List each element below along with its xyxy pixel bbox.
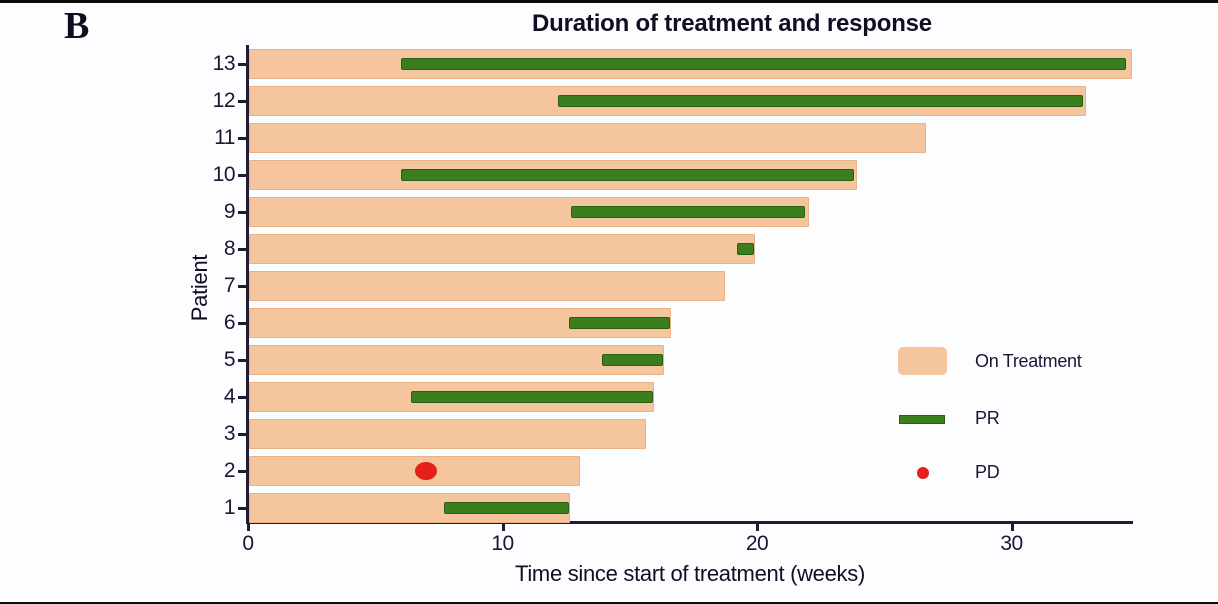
on-treatment-bar — [249, 234, 756, 264]
chart-title: Duration of treatment and response — [532, 10, 932, 37]
on-treatment-bar — [249, 419, 647, 449]
x-axis-title: Time since start of treatment (weeks) — [515, 561, 865, 586]
y-tick — [238, 322, 247, 325]
pr-bar — [736, 243, 755, 255]
y-tick — [238, 470, 247, 473]
x-axis-line — [246, 521, 1133, 524]
pr-bar — [410, 391, 653, 403]
y-tick — [238, 63, 247, 66]
y-tick — [238, 100, 247, 103]
y-tick-label: 6 — [223, 311, 236, 334]
bottom-border-line — [0, 602, 1218, 604]
legend-label-pd: PD — [975, 462, 1000, 482]
pr-bar — [568, 317, 671, 329]
y-tick-label: 7 — [223, 274, 236, 297]
top-border-line — [0, 0, 1218, 3]
legend-label-pr: PR — [975, 408, 1000, 428]
x-tick — [1010, 523, 1014, 531]
y-tick — [238, 359, 247, 362]
on-treatment-bar — [249, 345, 664, 375]
pd-dot-icon — [917, 467, 929, 479]
y-tick — [238, 285, 247, 288]
y-tick — [238, 137, 247, 140]
pr-bar — [601, 354, 663, 366]
y-tick — [238, 433, 247, 436]
x-tick-label: 10 — [491, 532, 514, 555]
x-tick — [247, 523, 250, 531]
pr-bar — [400, 58, 1126, 70]
y-tick-label: 8 — [223, 237, 236, 260]
pd-marker — [415, 462, 438, 480]
pr-bar — [400, 169, 854, 181]
panel-label: B — [64, 5, 90, 47]
y-tick — [238, 174, 247, 177]
on-treatment-bar — [249, 271, 725, 301]
y-tick — [238, 507, 247, 510]
y-axis-title: Patient — [187, 254, 212, 322]
x-tick-label: 20 — [745, 532, 769, 555]
y-tick-label: 11 — [214, 126, 235, 149]
y-tick-label: 12 — [212, 89, 236, 112]
pr-swatch-icon — [899, 415, 945, 424]
pr-bar — [443, 502, 569, 514]
y-tick-label: 9 — [223, 200, 236, 223]
y-tick-label: 1 — [223, 496, 236, 519]
x-tick — [501, 523, 505, 531]
x-tick-label: 30 — [1000, 532, 1023, 555]
on-treatment-swatch-icon — [898, 347, 947, 375]
y-tick-label: 5 — [223, 348, 236, 371]
y-tick-label: 2 — [223, 459, 236, 482]
y-axis-line — [246, 45, 249, 523]
y-tick-label: 10 — [212, 163, 236, 186]
on-treatment-bar — [249, 456, 580, 486]
y-tick — [238, 211, 247, 214]
on-treatment-bar — [249, 123, 926, 153]
y-tick — [238, 396, 247, 399]
y-tick — [238, 248, 247, 251]
y-tick-label: 4 — [223, 385, 236, 408]
x-tick-label: 0 — [242, 532, 254, 555]
y-tick-label: 3 — [223, 422, 236, 445]
pr-bar — [558, 95, 1083, 107]
pr-bar — [571, 206, 806, 218]
legend-label-on-treatment: On Treatment — [975, 351, 1082, 371]
y-tick-label: 13 — [212, 52, 236, 75]
x-tick — [756, 523, 759, 531]
